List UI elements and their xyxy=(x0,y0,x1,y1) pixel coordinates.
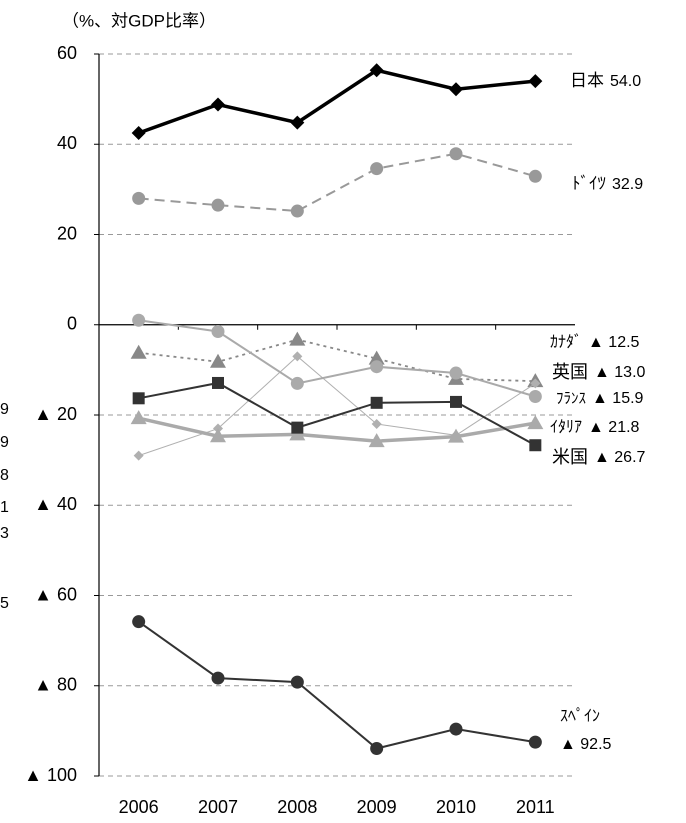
marker xyxy=(371,419,382,430)
series-line xyxy=(138,416,536,443)
marker xyxy=(132,313,146,327)
series-label-group: 英国 ▲ 13.0 xyxy=(552,362,646,382)
value-label: ▲ 92.5 xyxy=(560,736,612,753)
cut-off-text: 9 xyxy=(0,401,9,418)
value-label: ▲ 13.0 xyxy=(594,364,646,381)
marker xyxy=(370,741,384,755)
marker xyxy=(211,198,225,212)
marker xyxy=(370,396,383,409)
marker xyxy=(528,735,542,749)
marker xyxy=(130,410,147,425)
marker xyxy=(528,169,542,183)
series-label: ｽﾍﾟｲﾝ xyxy=(560,707,600,725)
y-tick-label: 60 xyxy=(57,43,77,63)
marker xyxy=(449,147,463,161)
marker xyxy=(133,450,144,461)
y-tick-label: ▲ 20 xyxy=(34,404,77,424)
marker xyxy=(450,395,462,408)
marker xyxy=(370,162,384,176)
y-tick-label: ▲ 80 xyxy=(34,675,77,695)
series-line xyxy=(138,381,536,447)
unit-label: （%、対GDP比率） xyxy=(62,11,216,30)
series-line xyxy=(138,620,536,750)
cut-off-text: 1 xyxy=(0,499,9,516)
series-label: ﾌﾗﾝｽ xyxy=(556,390,586,407)
y-tick-label: ▲ 40 xyxy=(34,494,77,514)
cut-off-text: 5 xyxy=(0,595,9,612)
series-label: ﾄﾞｲﾂ xyxy=(572,174,606,193)
marker xyxy=(132,191,146,205)
cut-off-text: 8 xyxy=(0,467,9,484)
series-line xyxy=(138,152,536,213)
marker xyxy=(368,433,385,448)
x-tick-label: 2007 xyxy=(198,797,238,817)
series-label-group: ﾌﾗﾝｽ ▲ 15.9 xyxy=(556,390,644,407)
series-line xyxy=(138,338,536,383)
marker xyxy=(449,722,463,736)
x-tick-label: 2006 xyxy=(119,797,159,817)
series-label-group: ﾄﾞｲﾂ 32.9 xyxy=(572,174,643,193)
marker xyxy=(528,389,542,403)
series-line xyxy=(138,68,536,135)
marker xyxy=(528,74,543,89)
value-label: ▲ 26.7 xyxy=(594,449,646,466)
marker xyxy=(529,439,542,452)
y-tick-label: ▲ 100 xyxy=(24,765,77,785)
marker xyxy=(448,428,464,443)
marker xyxy=(368,350,385,365)
cut-off-text: 9 xyxy=(0,434,9,451)
y-tick-label: 40 xyxy=(57,133,77,153)
marker xyxy=(369,63,384,78)
marker xyxy=(290,204,304,218)
marker xyxy=(211,97,225,112)
value-label: 54.0 xyxy=(610,73,641,90)
series-label-group: ｶﾅﾀﾞ ▲ 12.5 xyxy=(550,333,640,351)
y-tick-label: 20 xyxy=(57,223,77,243)
series-label-group: 米国 ▲ 26.7 xyxy=(552,447,646,467)
marker xyxy=(289,331,306,346)
marker xyxy=(211,325,225,339)
marker xyxy=(370,360,384,374)
series-label: 英国 xyxy=(552,362,588,382)
marker xyxy=(449,82,463,97)
series-line xyxy=(138,319,536,398)
marker xyxy=(131,125,146,140)
value-label: ▲ 21.8 xyxy=(588,419,640,436)
marker xyxy=(291,421,304,434)
x-tick-label: 2011 xyxy=(516,797,555,817)
y-tick-label: 0 xyxy=(67,314,77,334)
marker xyxy=(132,392,145,405)
marker xyxy=(527,415,544,430)
value-label: 32.9 xyxy=(612,176,643,193)
marker xyxy=(210,353,226,368)
value-label: ▲ 15.9 xyxy=(592,390,644,407)
marker xyxy=(132,615,146,629)
marker xyxy=(290,675,304,689)
marker xyxy=(290,376,304,390)
series-label: 米国 xyxy=(552,447,588,467)
series-label-group: 日本 54.0 xyxy=(570,71,641,90)
y-tick-label: ▲ 60 xyxy=(34,584,77,604)
marker xyxy=(449,366,463,380)
series-label-group: ｲﾀﾘｱ ▲ 21.8 xyxy=(550,418,640,436)
series-label: ｶﾅﾀﾞ xyxy=(550,333,582,351)
marker xyxy=(211,671,225,685)
x-tick-label: 2008 xyxy=(277,797,317,817)
series-label: ｲﾀﾘｱ xyxy=(550,418,582,436)
x-tick-label: 2010 xyxy=(436,797,476,817)
marker xyxy=(212,376,224,389)
marker xyxy=(292,351,303,362)
series-line xyxy=(138,355,536,457)
value-label: ▲ 12.5 xyxy=(588,334,640,351)
marker xyxy=(210,428,226,443)
x-tick-label: 2009 xyxy=(357,797,397,817)
marker xyxy=(290,115,305,130)
marker xyxy=(130,344,147,359)
marker xyxy=(530,378,541,389)
cut-off-text: 3 xyxy=(0,525,9,542)
series-label: 日本 xyxy=(570,71,604,90)
